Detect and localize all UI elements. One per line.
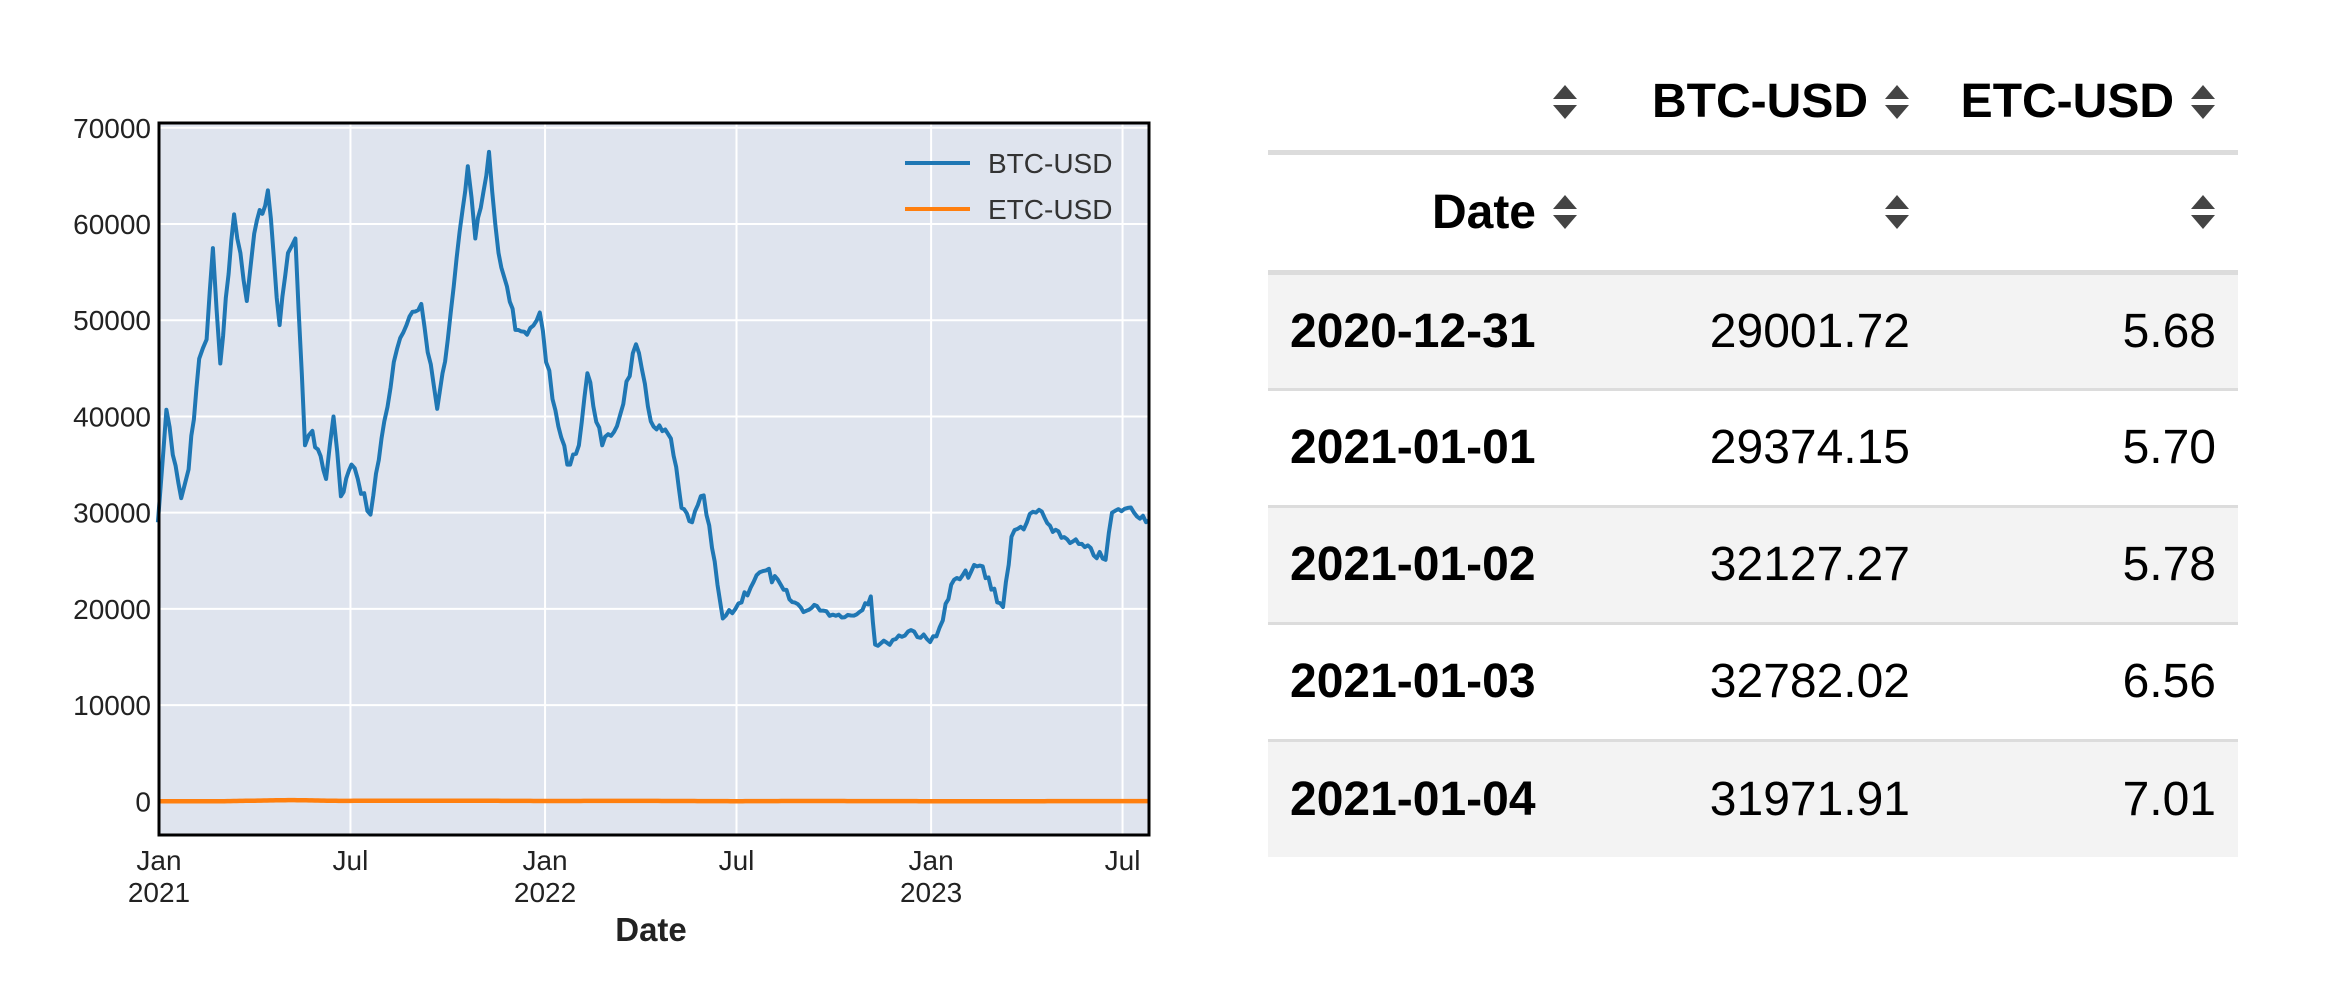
btc-value-cell: 31971.91 bbox=[1600, 740, 1932, 857]
table-row: 2021-01-04 31971.91 7.01 bbox=[1268, 740, 2238, 857]
table-row: 2020-12-31 29001.72 5.68 bbox=[1268, 272, 2238, 391]
table-row: 2021-01-02 32127.27 5.78 bbox=[1268, 506, 2238, 625]
sort-icon[interactable] bbox=[1884, 84, 1910, 120]
y-tick-label: 20000 bbox=[73, 594, 151, 625]
y-tick-label: 70000 bbox=[73, 113, 151, 144]
series-line-etc-usd bbox=[157, 797, 1149, 804]
sort-icon[interactable] bbox=[1552, 84, 1578, 120]
y-tick-label: 30000 bbox=[73, 498, 151, 529]
series-lines bbox=[155, 149, 1151, 804]
etc-value-cell: 7.01 bbox=[1932, 740, 2238, 857]
index-header-blank[interactable] bbox=[1268, 54, 1600, 155]
sort-icon[interactable] bbox=[1884, 194, 1910, 230]
plot-area bbox=[159, 123, 1149, 835]
date-cell: 2021-01-02 bbox=[1268, 506, 1600, 625]
btc-value-cell: 32127.27 bbox=[1600, 506, 1932, 625]
table-row: 2021-01-01 29374.15 5.70 bbox=[1268, 389, 2238, 508]
y-tick-labels: 0 10000 20000 30000 40000 50000 60000 70000 bbox=[73, 113, 151, 818]
table-row: 2021-01-03 32782.02 6.56 bbox=[1268, 623, 2238, 742]
legend: BTC-USD ETC-USD bbox=[905, 148, 1112, 225]
date-cell: 2021-01-01 bbox=[1268, 389, 1600, 508]
x-tick-label: Jan bbox=[136, 845, 181, 876]
etc-value-cell: 6.56 bbox=[1932, 623, 2238, 742]
x-tick-label: Jul bbox=[1105, 845, 1141, 876]
date-cell: 2021-01-03 bbox=[1268, 623, 1600, 742]
x-tick-label-year: 2023 bbox=[900, 877, 962, 908]
legend-label: ETC-USD bbox=[988, 194, 1112, 225]
x-tick-label: Jul bbox=[333, 845, 369, 876]
date-cell: 2020-12-31 bbox=[1268, 272, 1600, 391]
plot-frame bbox=[157, 121, 1151, 837]
x-tick-label: Jan bbox=[909, 845, 954, 876]
price-table: BTC-USD ETC-USD Date 2020-12-31 29001.72… bbox=[1268, 54, 2238, 857]
x-axis-title: Date bbox=[615, 911, 687, 948]
index-header-row: Date bbox=[1268, 152, 2238, 275]
etc-column-header[interactable]: ETC-USD bbox=[1932, 54, 2238, 155]
series-line-btc-usd bbox=[155, 149, 1151, 648]
price-line-chart: 0 10000 20000 30000 40000 50000 60000 70000 Jan… bbox=[73, 113, 1151, 948]
etc-value-cell: 5.78 bbox=[1932, 506, 2238, 625]
sort-icon[interactable] bbox=[2190, 84, 2216, 120]
btc-value-cell: 29374.15 bbox=[1600, 389, 1932, 508]
y-tick-label: 60000 bbox=[73, 209, 151, 240]
btc-value-cell: 29001.72 bbox=[1600, 272, 1932, 391]
x-tick-label: Jul bbox=[719, 845, 755, 876]
x-tick-label-year: 2022 bbox=[514, 877, 576, 908]
btc-value-cell: 32782.02 bbox=[1600, 623, 1932, 742]
gridlines bbox=[158, 123, 1149, 835]
x-tick-label-year: 2021 bbox=[128, 877, 190, 908]
sort-icon[interactable] bbox=[2190, 194, 2216, 230]
column-header-row: BTC-USD ETC-USD bbox=[1268, 54, 2238, 155]
date-cell: 2021-01-04 bbox=[1268, 740, 1600, 857]
etc-value-cell: 5.68 bbox=[1932, 272, 2238, 391]
y-tick-label: 0 bbox=[135, 786, 151, 817]
btc-subheader[interactable] bbox=[1600, 152, 1932, 275]
y-tick-label: 10000 bbox=[73, 690, 151, 721]
y-tick-label: 40000 bbox=[73, 401, 151, 432]
etc-value-cell: 5.70 bbox=[1932, 389, 2238, 508]
btc-column-header[interactable]: BTC-USD bbox=[1600, 54, 1932, 155]
x-tick-label: Jan bbox=[522, 845, 567, 876]
date-index-header[interactable]: Date bbox=[1268, 152, 1600, 275]
y-tick-label: 50000 bbox=[73, 305, 151, 336]
legend-label: BTC-USD bbox=[988, 148, 1112, 179]
sort-icon[interactable] bbox=[1552, 194, 1578, 230]
etc-subheader[interactable] bbox=[1932, 152, 2238, 275]
